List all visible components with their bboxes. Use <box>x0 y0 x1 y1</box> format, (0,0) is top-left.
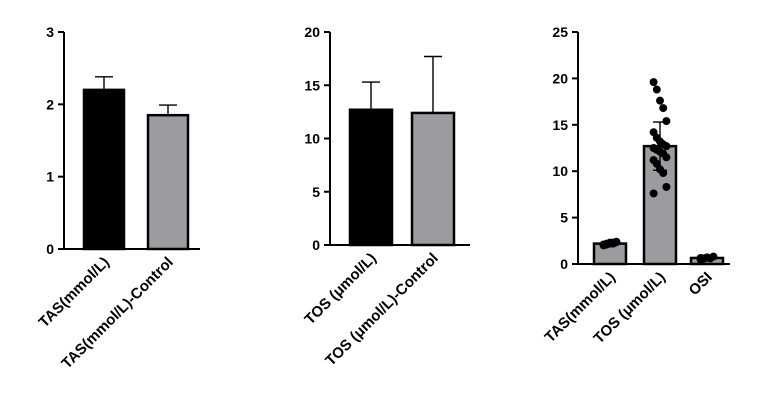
data-point <box>662 153 671 162</box>
y-tick-label: 0 <box>312 237 320 253</box>
bar <box>82 88 126 251</box>
x-tick-label: TOS (μmol/L)-Control <box>322 250 442 370</box>
data-point <box>662 117 671 126</box>
y-tick-label: 3 <box>46 24 54 40</box>
bar <box>348 108 394 247</box>
y-tick-label: 15 <box>552 117 568 133</box>
data-point <box>659 169 668 178</box>
data-point <box>659 104 668 113</box>
y-tick-label: 2 <box>46 96 54 112</box>
data-point <box>612 238 621 247</box>
data-point <box>703 253 711 262</box>
data-point <box>662 182 671 191</box>
data-point <box>656 96 664 105</box>
data-point <box>662 142 671 151</box>
x-tick-label: TAS(mmol/L)-Control <box>58 254 176 372</box>
data-point <box>649 78 658 87</box>
y-tick-label: 20 <box>552 70 568 86</box>
y-tick-label: 0 <box>46 241 54 257</box>
data-point <box>652 85 661 94</box>
y-tick-label: 0 <box>560 256 568 272</box>
x-tick-label: OSI <box>686 269 716 299</box>
y-tick-label: 10 <box>304 131 320 147</box>
y-tick-label: 15 <box>304 77 320 93</box>
y-tick-label: 20 <box>304 24 320 40</box>
y-tick-label: 1 <box>46 169 54 185</box>
y-tick-label: 25 <box>552 24 568 40</box>
data-point <box>709 252 718 261</box>
bar <box>410 111 456 247</box>
data-point <box>649 189 658 198</box>
y-tick-label: 5 <box>560 210 568 226</box>
y-tick-label: 5 <box>312 184 320 200</box>
bar <box>146 113 190 251</box>
y-tick-label: 10 <box>552 163 568 179</box>
